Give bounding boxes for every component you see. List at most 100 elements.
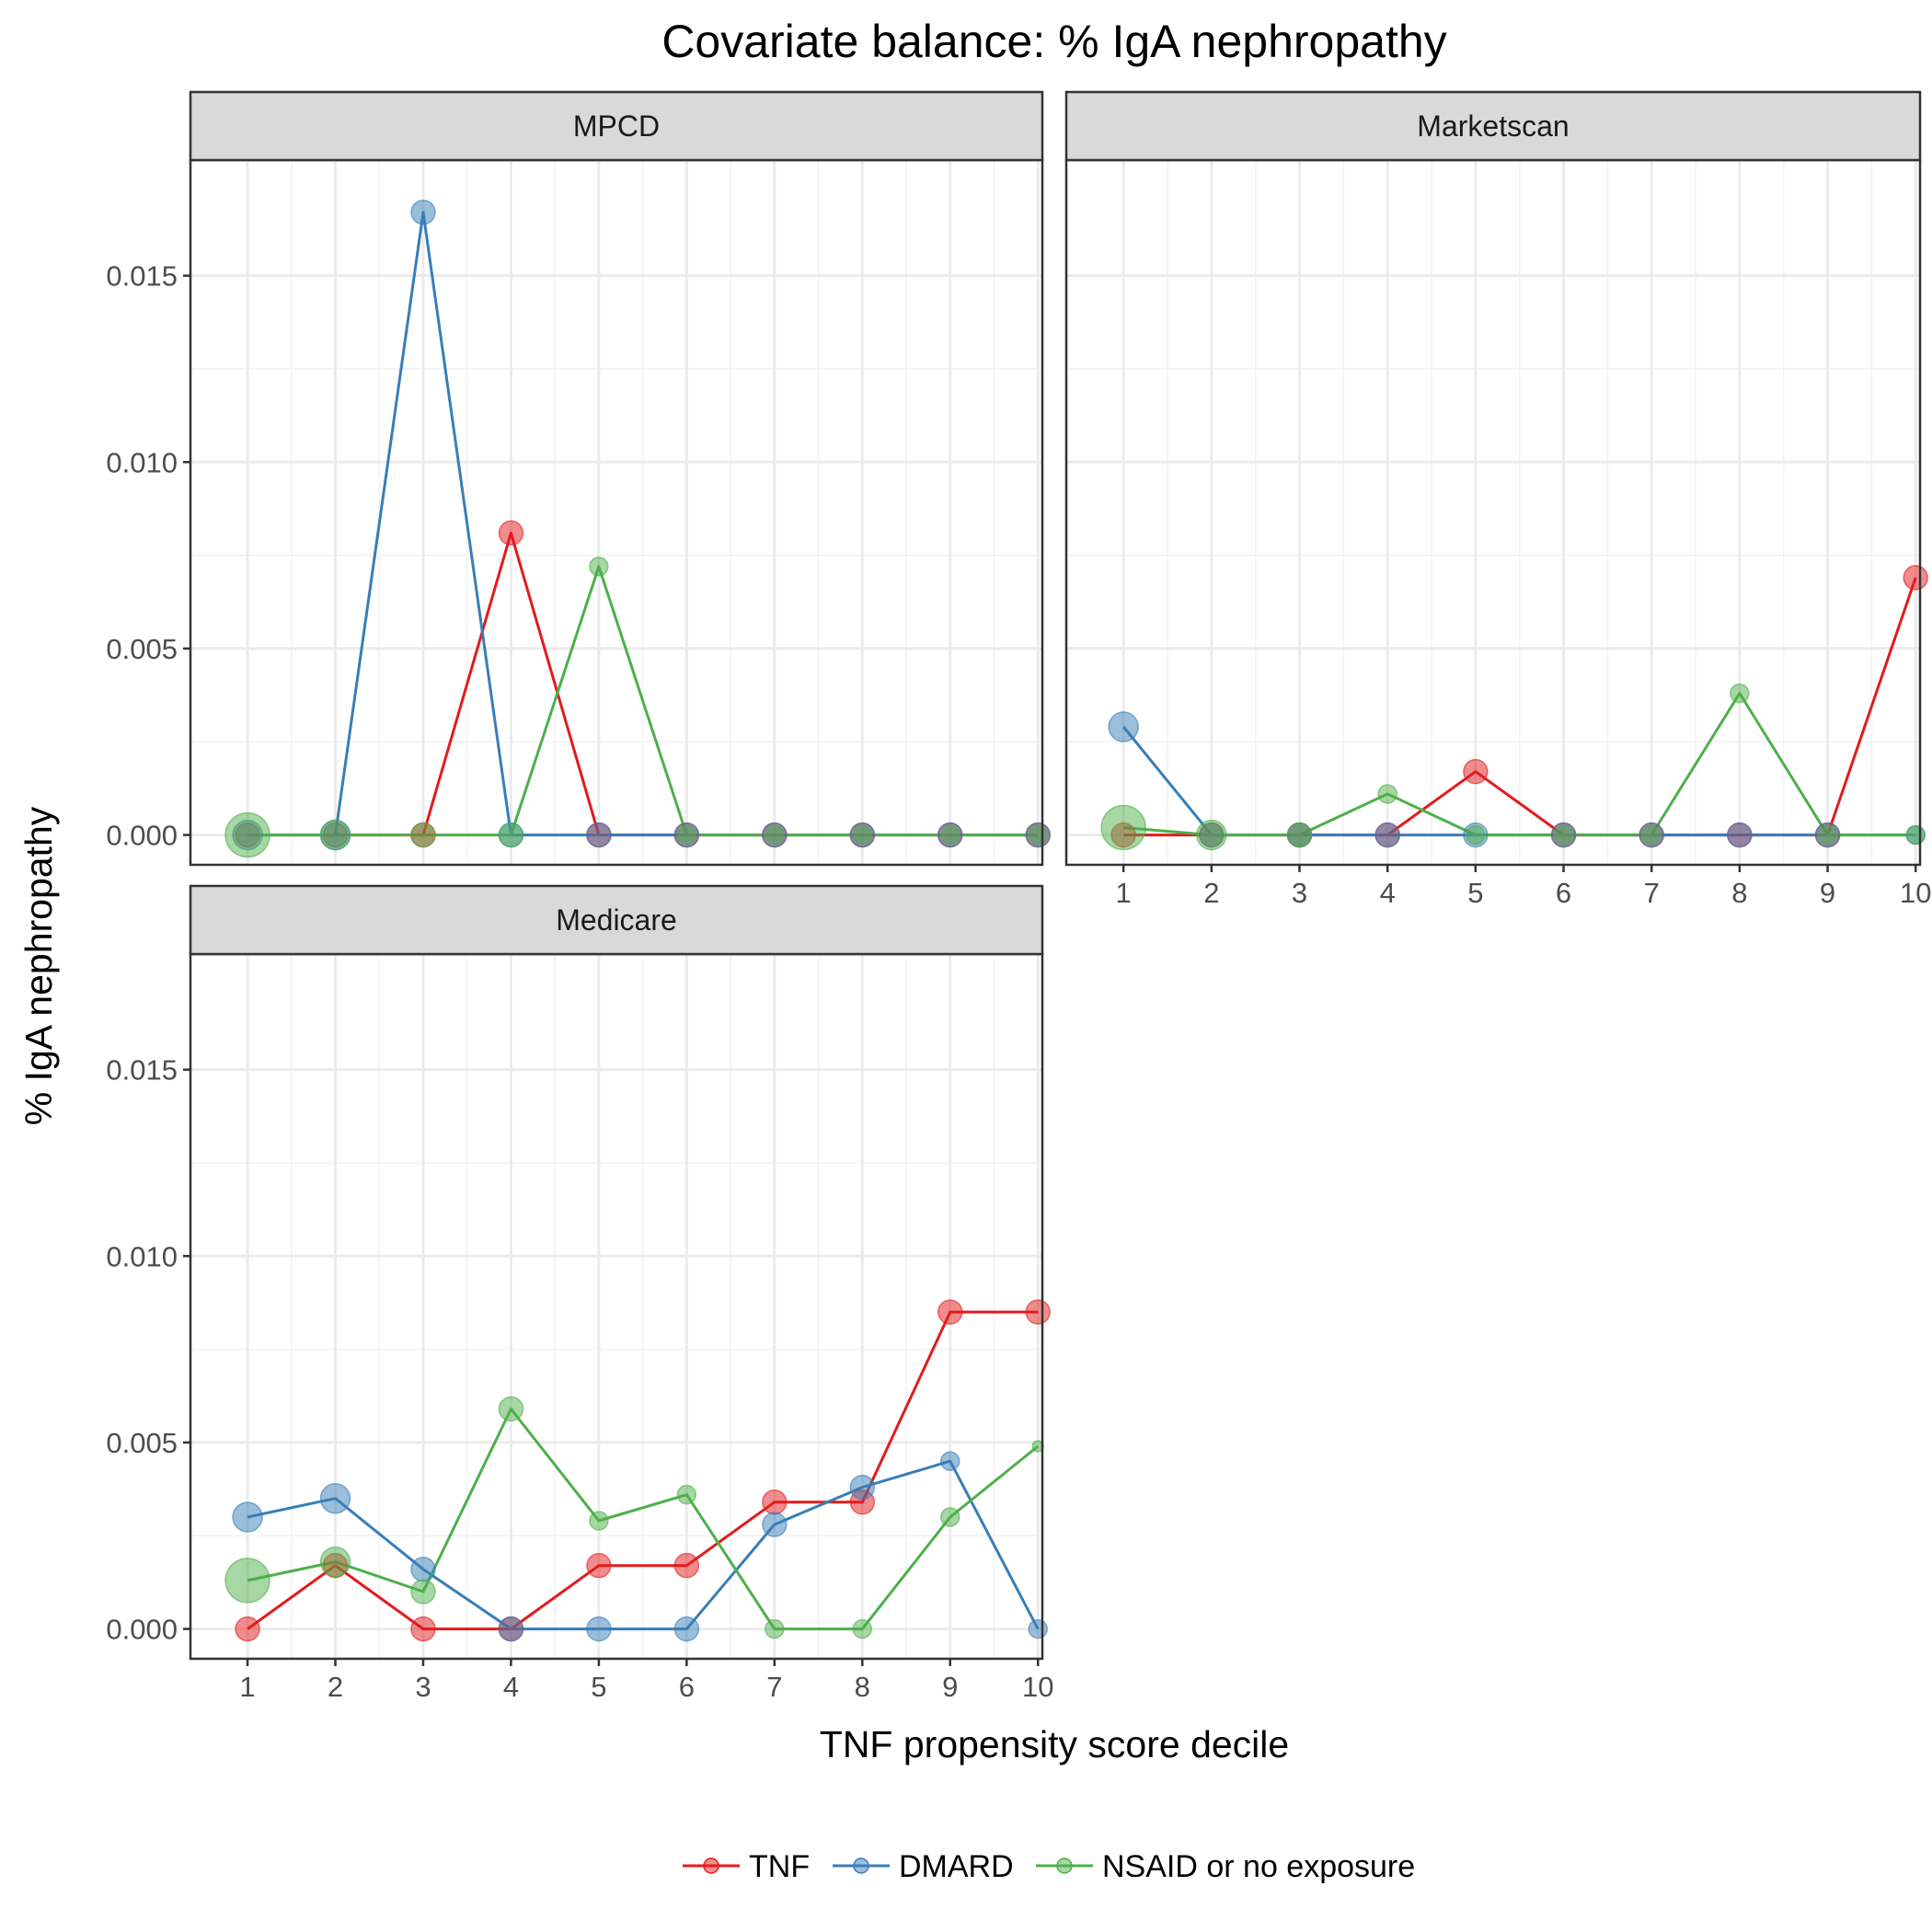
y-axis-title: % IgA nephropathy	[17, 806, 60, 1125]
data-point-dmard	[1108, 711, 1139, 742]
y-tick-label: 0.015	[106, 1054, 178, 1087]
data-point-nsaid-or-no-exposure	[1377, 784, 1397, 804]
data-point-nsaid-or-no-exposure	[498, 1396, 524, 1422]
data-point-nsaid-or-no-exposure	[1100, 804, 1146, 851]
x-tick-label: 1	[1116, 877, 1132, 909]
data-point-nsaid-or-no-exposure	[940, 1507, 960, 1527]
panels: MPCD 0.000 0.005 0.010 0.015 Marketscan 1 2 3 4 5 6…	[106, 90, 1931, 1703]
data-point-tnf	[586, 1552, 612, 1579]
data-point-nsaid-or-no-exposure	[410, 1579, 436, 1604]
x-tick-label: 4	[1380, 877, 1396, 909]
data-point-nsaid-or-no-exposure	[940, 824, 960, 845]
legend-key-point	[703, 1857, 719, 1874]
chart-title: Covariate balance: % IgA nephropathy	[661, 16, 1446, 67]
x-tick-label: 7	[1644, 877, 1660, 909]
data-point-nsaid-or-no-exposure	[852, 1618, 873, 1639]
data-point-tnf	[673, 1552, 700, 1579]
x-tick-label: 3	[1292, 877, 1307, 909]
data-point-nsaid-or-no-exposure	[1466, 824, 1486, 845]
legend-key-point	[853, 1857, 869, 1874]
legend-item-dmard: DMARD	[833, 1849, 1014, 1884]
data-point-tnf	[410, 1616, 436, 1642]
x-tick-label: 9	[1820, 877, 1835, 909]
data-point-dmard	[319, 1482, 351, 1514]
x-tick-label: 9	[942, 1671, 958, 1703]
facet-strip	[189, 884, 1044, 956]
series-line-dmard	[247, 1459, 1040, 1631]
data-point-nsaid-or-no-exposure	[1553, 824, 1574, 845]
x-tick-label: 8	[1731, 877, 1747, 909]
data-point-tnf	[1025, 1299, 1051, 1325]
facet-strip	[1064, 90, 1922, 162]
y-tick-label: 0.010	[106, 446, 178, 478]
data-point-dmard	[586, 822, 612, 848]
x-tick-label: 1	[239, 1671, 255, 1703]
facet-label: Marketscan	[1417, 109, 1569, 143]
x-tick-label: 2	[1203, 877, 1219, 909]
x-tick-label: 10	[1900, 877, 1931, 909]
data-point-nsaid-or-no-exposure	[1905, 824, 1926, 845]
legend-label: NSAID or no exposure	[1102, 1849, 1415, 1884]
facet-label: Medicare	[556, 903, 677, 937]
panel-mpcd: MPCD 0.000 0.005 0.010 0.015	[106, 90, 1051, 867]
y-tick-label: 0.005	[106, 1427, 178, 1459]
x-tick-label: 5	[1467, 877, 1483, 909]
legend-item-tnf: TNF	[683, 1849, 810, 1884]
x-tick-label: 3	[415, 1671, 431, 1703]
x-axis-title: TNF propensity score decile	[820, 1723, 1289, 1765]
data-point-nsaid-or-no-exposure	[676, 824, 697, 845]
data-point-nsaid-or-no-exposure	[852, 824, 873, 845]
data-point-nsaid-or-no-exposure	[410, 822, 436, 848]
y-tick-label: 0.000	[106, 820, 178, 852]
y-tick-label: 0.000	[106, 1614, 178, 1646]
panel-background	[190, 160, 1042, 865]
data-point-dmard	[498, 1616, 524, 1642]
data-point-dmard	[1727, 822, 1753, 848]
data-point-tnf	[1463, 758, 1489, 785]
data-point-nsaid-or-no-exposure	[1730, 683, 1750, 704]
data-point-dmard	[1374, 822, 1400, 848]
data-point-nsaid-or-no-exposure	[589, 557, 609, 577]
data-point-dmard	[849, 1474, 876, 1501]
data-point-nsaid-or-no-exposure	[1817, 824, 1838, 845]
data-point-nsaid-or-no-exposure	[319, 819, 351, 851]
data-point-tnf	[762, 1489, 788, 1515]
data-point-dmard	[1028, 1618, 1048, 1639]
data-point-tnf	[937, 1299, 963, 1325]
series-line-tnf	[247, 1310, 1039, 1631]
data-point-nsaid-or-no-exposure	[224, 811, 270, 858]
data-point-nsaid-or-no-exposure	[589, 1511, 609, 1531]
panel-background	[1066, 160, 1920, 865]
data-point-tnf	[235, 1616, 260, 1642]
x-tick-label: 6	[679, 1671, 695, 1703]
series-line-nsaid-or-no-exposure	[247, 1408, 1040, 1631]
x-tick-label: 5	[591, 1671, 606, 1703]
data-point-dmard	[232, 1501, 263, 1533]
data-point-nsaid-or-no-exposure	[765, 824, 785, 845]
facet-strip	[189, 90, 1044, 162]
panel-background	[190, 954, 1042, 1659]
facet-label: MPCD	[573, 109, 660, 143]
data-point-tnf	[498, 520, 524, 546]
series-line-nsaid-or-no-exposure	[247, 565, 1039, 837]
data-point-nsaid-or-no-exposure	[1028, 824, 1048, 845]
x-tick-label: 8	[855, 1671, 870, 1703]
data-point-nsaid-or-no-exposure	[319, 1546, 351, 1578]
data-point-dmard	[410, 199, 436, 225]
data-point-dmard	[586, 1616, 612, 1642]
y-tick-label: 0.005	[106, 633, 178, 665]
panel-marketscan: Marketscan 1 2 3 4 5 6 7 8 9 10	[1064, 90, 1931, 909]
data-point-dmard	[673, 1616, 700, 1642]
panel-medicare: Medicare 0.000 0.005 0.010 0.015 1 2 3 4 5 6 7 8 9 10	[106, 884, 1053, 1703]
data-point-dmard	[940, 1451, 960, 1471]
data-point-tnf	[1903, 565, 1928, 591]
y-tick-label: 0.015	[106, 260, 178, 293]
legend-label: TNF	[749, 1849, 810, 1884]
x-tick-label: 4	[503, 1671, 519, 1703]
data-point-dmard	[410, 1556, 436, 1582]
legend-key-point	[1056, 1857, 1073, 1874]
series-line-nsaid-or-no-exposure	[1123, 692, 1916, 837]
legend-label: DMARD	[899, 1849, 1014, 1884]
data-point-nsaid-or-no-exposure	[498, 822, 524, 848]
